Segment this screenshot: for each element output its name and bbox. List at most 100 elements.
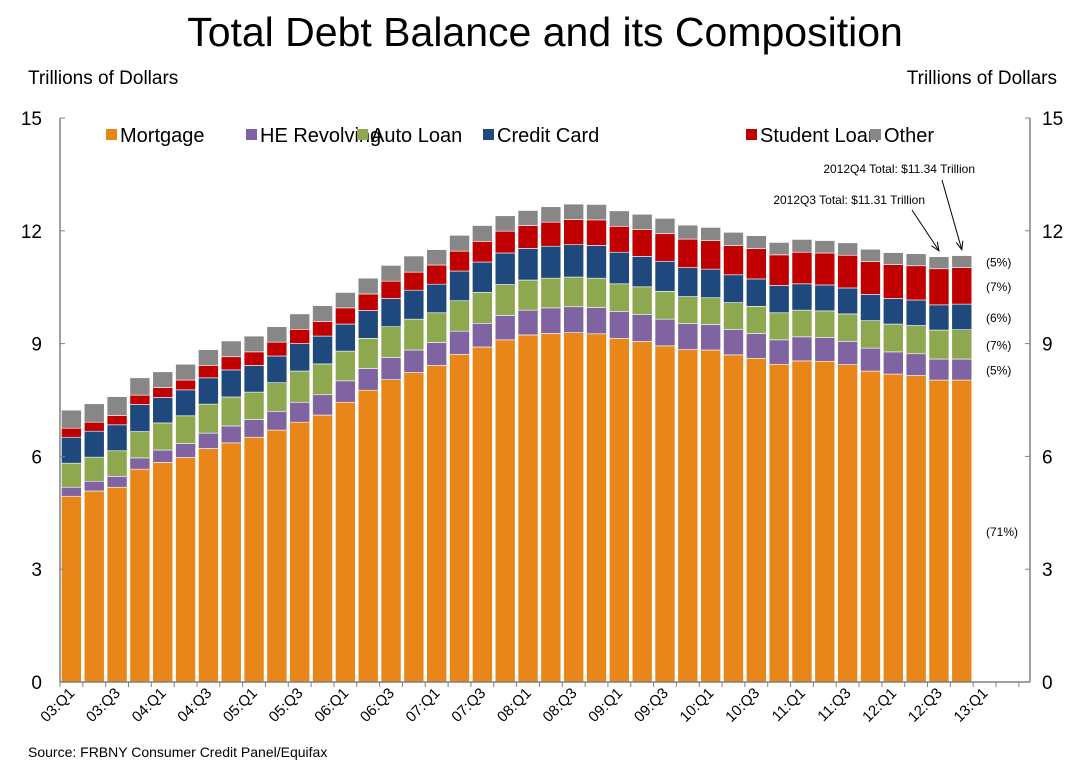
- x-tick-label: 06:Q1: [311, 685, 352, 726]
- bar-segment-credit-card: [586, 245, 607, 279]
- bar-stack: [746, 235, 767, 683]
- bar-segment-other: [746, 235, 767, 249]
- bar-segment-credit-card: [472, 261, 493, 293]
- bar-segment-other: [791, 239, 813, 253]
- bar-segment-student-loan: [175, 379, 196, 391]
- bar-segment-student-loan: [609, 225, 630, 253]
- bar-segment-he-revolving: [243, 419, 265, 438]
- bar-segment-auto-loan: [380, 326, 402, 358]
- bar-segment-other: [266, 326, 288, 343]
- bar-stack: [563, 203, 584, 683]
- bar-segment-student-loan: [677, 238, 699, 268]
- bar-segment-credit-card: [631, 256, 653, 288]
- bar-segment-student-loan: [312, 321, 333, 337]
- bar-segment-credit-card: [335, 323, 356, 352]
- bar-segment-auto-loan: [198, 403, 219, 434]
- bar-stack: [494, 215, 516, 683]
- bar-segment-he-revolving: [198, 432, 219, 449]
- bar-segment-he-revolving: [129, 457, 151, 470]
- y-tick-label-right: 6: [1042, 447, 1053, 468]
- bar-segment-mortgage: [563, 332, 584, 683]
- bar-segment-credit-card: [83, 430, 105, 458]
- bar-segment-student-loan: [403, 271, 425, 291]
- bar-segment-mortgage: [198, 448, 219, 683]
- annotation-arrow-2012q3-head: [931, 241, 940, 252]
- bar-segment-auto-loan: [791, 309, 813, 338]
- bar-segment-other: [860, 248, 881, 262]
- bar-segment-he-revolving: [700, 324, 721, 351]
- bar-segment-mortgage: [83, 490, 105, 683]
- bar-segment-mortgage: [335, 401, 356, 683]
- annotation-arrow-2012q3: [911, 209, 940, 252]
- bar-segment-mortgage: [152, 462, 174, 683]
- bar-segment-mortgage: [175, 457, 196, 683]
- bar-segment-auto-loan: [449, 300, 470, 332]
- bar-segment-credit-card: [198, 377, 219, 405]
- bar-stack: [61, 409, 82, 683]
- bar-segment-mortgage: [129, 468, 151, 683]
- bar-segment-mortgage: [654, 345, 676, 683]
- bar-segment-mortgage: [768, 363, 790, 683]
- bar-segment-auto-loan: [426, 312, 447, 343]
- bar-segment-mortgage: [814, 360, 836, 683]
- legend-item-mortgage: Mortgage: [106, 125, 205, 147]
- bar-segment-credit-card: [905, 299, 927, 326]
- bar-segment-mortgage: [746, 357, 767, 683]
- bar-segment-credit-card: [609, 251, 630, 285]
- bar-segment-he-revolving: [837, 341, 858, 365]
- bar-segment-credit-card: [449, 270, 470, 302]
- bar-segment-student-loan: [586, 219, 607, 246]
- bar-segment-mortgage: [905, 375, 927, 683]
- x-tick-label: 09:Q3: [631, 685, 672, 726]
- x-tick-label: 03:Q1: [37, 685, 78, 726]
- bar-segment-he-revolving: [540, 307, 562, 334]
- x-tick-label: 05:Q1: [220, 685, 261, 726]
- bar-segment-other: [175, 363, 196, 381]
- bar-segment-student-loan: [723, 245, 744, 276]
- x-tick-label: 12:Q3: [905, 685, 946, 726]
- bar-segment-he-revolving: [83, 480, 105, 492]
- bar-segment-mortgage: [312, 414, 333, 683]
- bar-segment-he-revolving: [152, 449, 174, 463]
- bar-segment-other: [289, 313, 311, 330]
- x-tick-label: 08:Q3: [540, 685, 581, 726]
- bar-segment-student-loan: [243, 351, 265, 366]
- legend-swatch: [246, 129, 257, 140]
- bar-segment-auto-loan: [312, 363, 333, 396]
- bar-stack: [243, 335, 265, 683]
- bar-segment-mortgage: [426, 365, 447, 683]
- bar-segment-credit-card: [175, 389, 196, 417]
- bar-segment-student-loan: [768, 254, 790, 286]
- bar-segment-he-revolving: [289, 401, 311, 423]
- bar-segment-auto-loan: [677, 296, 699, 324]
- bar-segment-he-revolving: [175, 443, 196, 458]
- legend-item-auto-loan: Auto Loan: [357, 125, 462, 147]
- bar-segment-student-loan: [289, 329, 311, 344]
- bar-segment-student-loan: [882, 264, 904, 299]
- bar-segment-credit-card: [882, 298, 904, 325]
- x-tick-label: 03:Q3: [83, 685, 124, 726]
- bar-segment-student-loan: [791, 251, 813, 285]
- bar-segment-student-loan: [380, 280, 402, 299]
- bar-segment-mortgage: [951, 379, 973, 683]
- legend-item-student-loan: Student Loan: [746, 125, 879, 147]
- bar-segment-auto-loan: [928, 329, 950, 360]
- y-axis-label-right: Trillions of Dollars: [907, 68, 1057, 89]
- bar-stack: [654, 218, 676, 683]
- bar-segment-auto-loan: [152, 422, 174, 451]
- x-tick-label: 10:Q3: [722, 685, 763, 726]
- bar-segment-credit-card: [494, 252, 516, 285]
- legend-label: Mortgage: [120, 125, 205, 147]
- bar-segment-other: [609, 210, 630, 227]
- share-label: (5%): [986, 364, 1011, 378]
- bar-segment-student-loan: [540, 221, 562, 247]
- bar-segment-auto-loan: [814, 310, 836, 338]
- bar-segment-other: [335, 292, 356, 309]
- bar-segment-mortgage: [700, 349, 721, 683]
- bar-segment-credit-card: [768, 285, 790, 314]
- bar-segment-credit-card: [426, 283, 447, 314]
- legend-swatch: [106, 129, 117, 140]
- x-tick-label: 11:Q1: [769, 685, 809, 725]
- bar-segment-he-revolving: [768, 339, 790, 365]
